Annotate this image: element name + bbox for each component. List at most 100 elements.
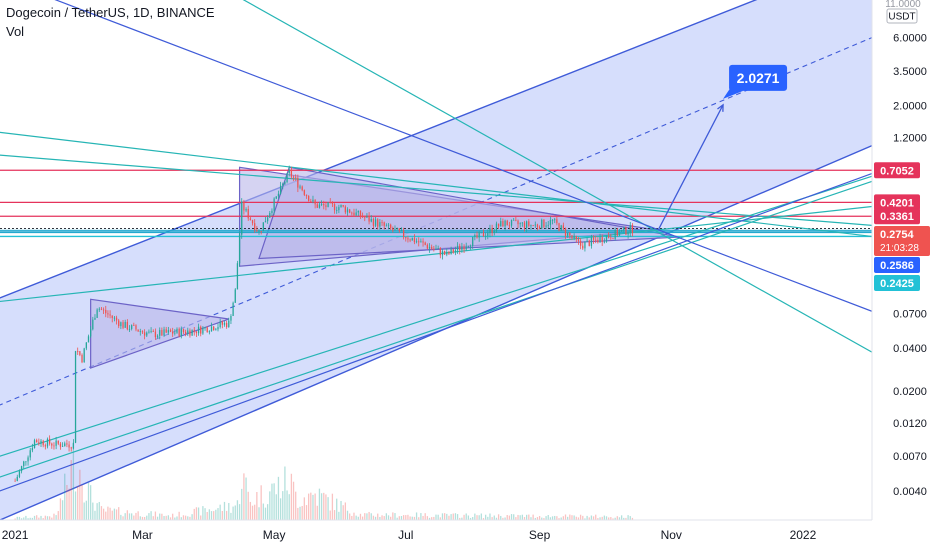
candle[interactable] [284,182,286,184]
candle[interactable] [612,238,614,240]
candle[interactable] [467,246,470,248]
candle[interactable] [592,237,595,240]
candle[interactable] [163,329,165,336]
candle[interactable] [126,321,128,330]
candle[interactable] [301,186,303,191]
candle[interactable] [331,202,334,205]
candle[interactable] [299,186,301,188]
candle[interactable] [344,206,346,213]
candle[interactable] [245,208,247,211]
candle[interactable] [182,329,185,332]
target-callout[interactable] [729,64,788,91]
candle[interactable] [567,232,569,236]
candle[interactable] [569,232,571,236]
candle[interactable] [353,212,355,216]
channel-upper-line[interactable] [0,0,932,322]
candle[interactable] [385,225,388,227]
candle[interactable] [398,228,400,231]
level-label-0.2425-bg[interactable] [874,275,920,291]
candle[interactable] [361,216,364,218]
candle[interactable] [323,203,325,206]
candle[interactable] [413,238,416,243]
candle[interactable] [180,329,182,336]
candle[interactable] [571,235,573,239]
candle[interactable] [223,322,226,325]
candle[interactable] [318,204,321,208]
candle[interactable] [627,232,629,235]
candle[interactable] [297,177,299,188]
candle[interactable] [124,321,126,328]
candle[interactable] [195,331,198,334]
candle[interactable] [204,327,206,329]
candle[interactable] [33,440,36,449]
candle[interactable] [243,201,245,211]
candle[interactable] [87,336,90,343]
candle[interactable] [407,238,409,240]
candle[interactable] [42,440,44,446]
candle[interactable] [351,212,353,214]
candle[interactable] [165,329,167,333]
candle[interactable] [349,209,351,213]
candle[interactable] [59,443,62,447]
candle[interactable] [305,194,308,196]
candle[interactable] [64,443,66,447]
candle[interactable] [554,219,556,221]
level-label-0.4201-bg[interactable] [874,194,920,211]
candle[interactable] [426,244,429,249]
candle[interactable] [631,225,634,233]
candle[interactable] [286,173,288,183]
candle[interactable] [148,331,150,333]
candle[interactable] [290,169,293,177]
candle[interactable] [560,225,562,231]
candle[interactable] [254,223,256,230]
candle[interactable] [77,351,79,352]
candle[interactable] [342,205,344,207]
candle[interactable] [303,190,305,195]
support-band[interactable] [0,229,872,232]
level-label-0.7052-bg[interactable] [874,162,920,179]
candle[interactable] [420,241,422,243]
candle[interactable] [346,209,349,213]
candle[interactable] [20,466,23,472]
trend-line-6[interactable] [0,161,932,497]
candle[interactable] [308,195,310,202]
candle[interactable] [586,240,588,242]
candle[interactable] [18,471,21,477]
candle[interactable] [111,315,113,318]
candle[interactable] [480,232,482,234]
candle[interactable] [402,230,405,238]
candle[interactable] [247,208,249,219]
candle[interactable] [249,218,252,221]
candle[interactable] [262,222,264,232]
candle[interactable] [536,224,539,227]
candle[interactable] [504,220,506,227]
candle[interactable] [577,239,580,241]
candle[interactable] [25,461,27,463]
candle[interactable] [159,330,161,336]
candle[interactable] [392,228,394,231]
candle[interactable] [79,351,81,355]
candle[interactable] [131,325,133,329]
candle[interactable] [238,234,241,264]
candle[interactable] [515,219,517,221]
candle[interactable] [314,199,316,205]
candle[interactable] [441,250,444,256]
candle[interactable] [521,222,523,224]
candle[interactable] [446,251,448,255]
candle[interactable] [271,210,273,214]
candle[interactable] [418,241,420,243]
candle[interactable] [66,443,68,445]
candle[interactable] [53,445,55,447]
channel-lower-line[interactable] [0,120,932,546]
candle[interactable] [493,231,495,233]
candle[interactable] [258,230,260,232]
candle[interactable] [38,442,40,444]
candle[interactable] [547,224,549,226]
candle[interactable] [137,329,139,332]
candle[interactable] [448,251,450,255]
candle[interactable] [292,176,295,178]
volume-indicator-label[interactable]: Vol [6,24,25,39]
candle[interactable] [588,240,590,246]
trend-line-1[interactable] [0,0,932,386]
